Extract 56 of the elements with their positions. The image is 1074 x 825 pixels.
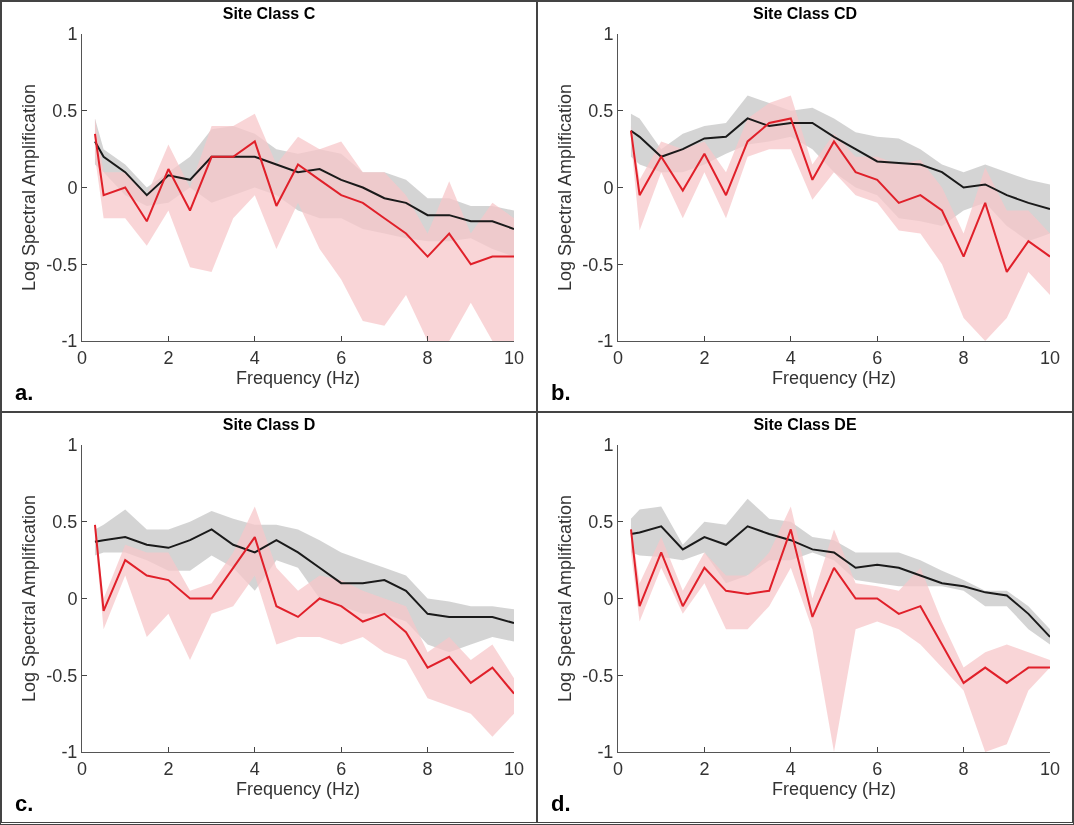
y-tick-label: -0.5 [582, 665, 614, 686]
y-tick-label: 0.5 [52, 512, 78, 533]
x-tick-label: 6 [872, 347, 883, 368]
text: a. [15, 380, 34, 405]
chart-title: Site Class C [222, 5, 316, 23]
x-axis-title: Frequency (Hz) [771, 778, 897, 799]
y-axis-title: Log Spectral Amplification [554, 494, 575, 703]
y-tick-label: -1 [597, 331, 614, 352]
chart-title: Site Class D [222, 416, 316, 434]
x-tick-label: 2 [699, 347, 710, 368]
x-tick-label: 2 [163, 758, 174, 779]
x-tick-label: 10 [503, 347, 525, 368]
y-tick-label: -0.5 [582, 254, 614, 275]
y-tick-label: 0.5 [588, 512, 614, 533]
x-tick-label: 6 [872, 758, 883, 779]
x-tick-label: 4 [785, 758, 796, 779]
x-tick-label: 6 [336, 758, 347, 779]
x-axis-title: Frequency (Hz) [235, 367, 361, 388]
text: b. [551, 380, 571, 405]
x-tick-label: 6 [336, 347, 347, 368]
x-tick-label: 4 [249, 347, 260, 368]
y-tick-label: -1 [61, 331, 78, 352]
x-tick-label: 10 [1039, 758, 1061, 779]
y-tick-label: 0 [67, 177, 78, 198]
y-tick-label: 1 [603, 435, 614, 456]
y-tick-label: 1 [603, 24, 614, 45]
y-tick-label: 1 [67, 435, 78, 456]
x-tick-label: 10 [503, 758, 525, 779]
y-tick-label: -0.5 [46, 254, 78, 275]
y-axis-title: Log Spectral Amplification [18, 83, 39, 292]
y-tick-label: 0 [67, 588, 78, 609]
x-tick-label: 8 [422, 347, 433, 368]
x-tick-label: 4 [785, 347, 796, 368]
y-tick-label: -1 [597, 742, 614, 763]
y-axis-title: Log Spectral Amplification [554, 83, 575, 292]
x-axis-title: Frequency (Hz) [235, 778, 361, 799]
x-tick-label: 2 [163, 347, 174, 368]
y-tick-label: 0.5 [52, 101, 78, 122]
y-tick-label: -0.5 [46, 665, 78, 686]
x-axis-title: Frequency (Hz) [771, 367, 897, 388]
x-tick-label: 8 [958, 758, 969, 779]
chart-title: Site Class CD [752, 5, 858, 23]
chart-title: Site Class DE [753, 416, 857, 434]
y-tick-label: -1 [61, 742, 78, 763]
y-tick-label: 0 [603, 177, 614, 198]
y-axis-title: Log Spectral Amplification [18, 494, 39, 703]
y-tick-label: 0.5 [588, 101, 614, 122]
x-tick-label: 4 [249, 758, 260, 779]
x-tick-label: 8 [422, 758, 433, 779]
text: c. [15, 791, 34, 816]
x-tick-label: 8 [958, 347, 969, 368]
y-tick-label: 0 [603, 588, 614, 609]
text: d. [551, 791, 571, 816]
y-tick-label: 1 [67, 24, 78, 45]
x-tick-label: 10 [1039, 347, 1061, 368]
x-tick-label: 2 [699, 758, 710, 779]
